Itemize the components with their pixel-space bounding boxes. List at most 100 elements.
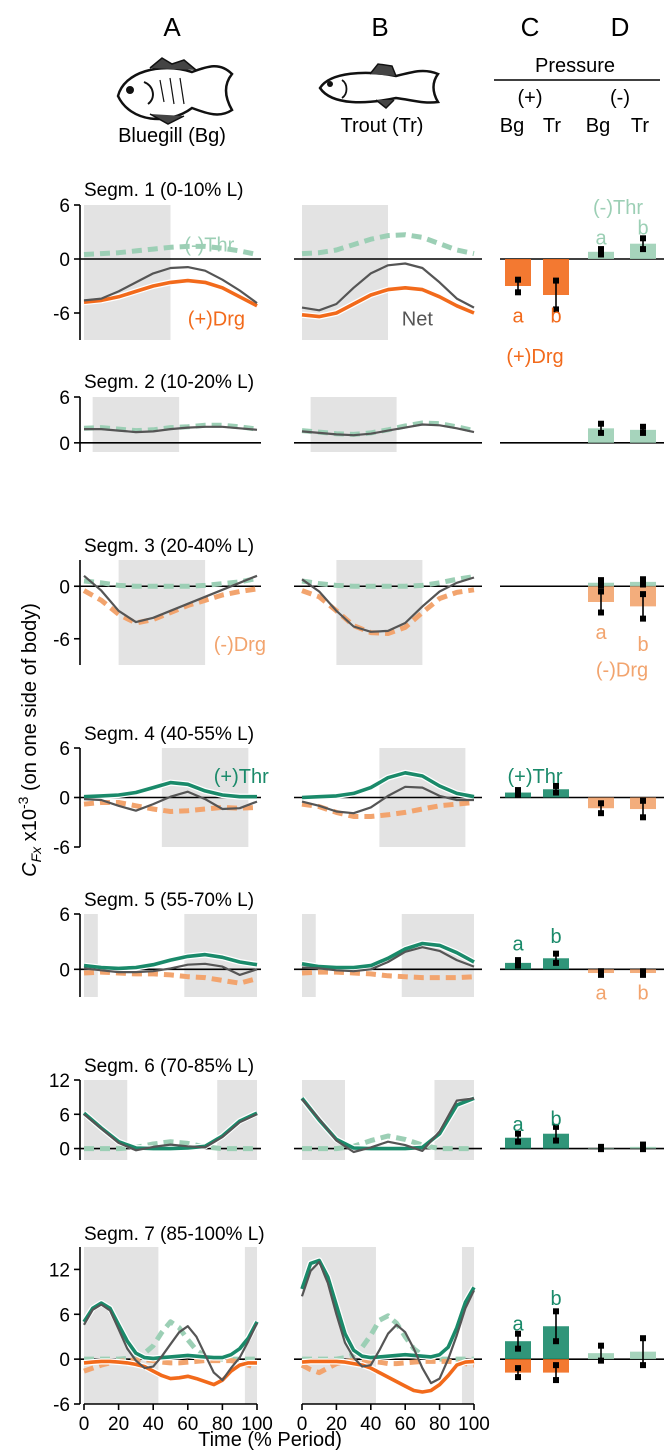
y-tick-label: 6	[59, 1305, 70, 1326]
error-cap	[640, 814, 646, 821]
error-cap	[515, 1130, 521, 1137]
error-cap	[598, 588, 604, 595]
trout-stance-shade	[310, 397, 397, 452]
segment-title: Segm. 3 (20-40% L)	[84, 536, 254, 557]
trout-neg-thrust-line	[302, 1133, 474, 1152]
y-tick-label: 0	[59, 577, 70, 598]
error-cap	[640, 235, 646, 242]
trout-neg-drag-line	[301, 587, 475, 636]
bluegill-net-line	[84, 425, 258, 434]
significance-letter: b	[637, 218, 648, 240]
segment-row-7: Segm. 7 (85-100% L) -6 0 6 12 a b	[49, 1224, 664, 1416]
error-cap	[598, 800, 604, 807]
segment-title: Segm. 7 (85-100% L)	[84, 1224, 265, 1245]
error-cap	[640, 968, 646, 975]
bluegill-icon	[116, 57, 234, 125]
significance-letter: a	[595, 982, 607, 1004]
series-label-neg-thrust: (-)Thr	[184, 235, 234, 257]
trout-net-line	[301, 946, 475, 973]
error-cap	[640, 581, 646, 588]
trout-stance-shade	[461, 1247, 474, 1404]
error-cap	[598, 577, 604, 584]
y-tick-label: 0	[59, 1350, 70, 1371]
trout-pos-drag-line	[301, 1359, 475, 1394]
error-cap	[640, 246, 646, 253]
error-cap	[553, 1123, 559, 1130]
panel-label-b: B	[371, 12, 388, 42]
trout-pos-thrust-line	[301, 770, 475, 800]
series-label-pos-thrust: (+)Thr	[214, 766, 269, 788]
series-label-pos-drag: (+)Drg	[188, 308, 245, 330]
y-tick-label: -6	[53, 304, 70, 325]
error-cap	[598, 420, 604, 427]
trout-net-line	[301, 423, 475, 437]
error-cap	[640, 1146, 646, 1153]
y-axis-label-sub: Fx	[28, 846, 44, 863]
x-tick-label: 80	[429, 1414, 450, 1435]
error-cap	[515, 957, 521, 964]
segment-row-5: Segm. 5 (55-70% L) 0 6 a b a b	[59, 890, 664, 1004]
segment-title: Segm. 2 (10-20% L)	[84, 372, 254, 393]
bluegill-stance-shade	[118, 560, 206, 665]
x-tick-label: 40	[360, 1414, 381, 1435]
bar-label-tr-pos: Tr	[543, 115, 561, 137]
segment-title: Segm. 4 (40-55% L)	[84, 724, 254, 745]
segment-row-2: Segm. 2 (10-20% L) 0 6	[59, 372, 664, 455]
panel-label-a: A	[163, 12, 181, 42]
significance-letter: b	[637, 982, 648, 1004]
y-tick-label: 0	[59, 789, 70, 810]
y-axis-label: CFx x10-3 (on one side of body)	[15, 603, 44, 877]
series-label-pos-drag: (+)Drg	[506, 346, 563, 368]
error-cap	[553, 782, 559, 789]
x-tick-label: 20	[108, 1414, 129, 1435]
trout-pos-thrust-line	[300, 1258, 476, 1360]
significance-letter: b	[637, 634, 648, 656]
bluegill-pos-thrust-line	[83, 780, 257, 799]
y-tick-label: 12	[49, 1071, 70, 1092]
significance-letter: a	[512, 1114, 524, 1136]
bluegill-net-line	[83, 962, 258, 977]
x-tick-label: 100	[241, 1414, 273, 1435]
y-axis-label-exp: -3	[15, 796, 31, 809]
pressure-title: Pressure	[535, 55, 615, 77]
error-cap	[598, 582, 604, 589]
pressure-negative: (-)	[610, 87, 630, 109]
x-tick-label: 0	[297, 1414, 308, 1435]
trout-stance-shade	[302, 914, 316, 997]
series-label-neg-thrust: (-)Thr	[593, 197, 643, 219]
segment-title: Segm. 1 (0-10% L)	[84, 180, 243, 201]
error-cap	[515, 276, 521, 283]
trout-neg-drag-line	[301, 969, 475, 981]
bluegill-neg-drag-line	[82, 586, 258, 626]
bluegill-pos-thrust-line	[83, 952, 258, 971]
x-tick-label: 60	[177, 1414, 198, 1435]
error-cap	[640, 797, 646, 804]
y-tick-label: 0	[59, 1140, 70, 1161]
significance-letter: a	[512, 1313, 524, 1335]
error-cap	[598, 246, 604, 253]
trout-neg-drag-line	[301, 800, 475, 819]
x-tick-label: 80	[212, 1414, 233, 1435]
y-tick-label: 6	[59, 905, 70, 926]
bluegill-net-line	[83, 1113, 258, 1152]
error-cap	[598, 1143, 604, 1150]
y-axis-label-mid: x10	[19, 809, 41, 847]
error-cap	[515, 962, 521, 969]
bluegill-neg-thrust-line	[83, 575, 258, 589]
error-cap	[553, 1137, 559, 1144]
series-label-net: Net	[402, 308, 434, 330]
error-cap	[598, 609, 604, 616]
series-label-neg-drag: (-)Drg	[214, 634, 266, 656]
significance-letter: b	[550, 306, 561, 328]
error-cap	[553, 959, 559, 966]
error-cap	[598, 429, 604, 436]
significance-letter: b	[550, 1108, 561, 1130]
bar-label-bg-pos: Bg	[500, 115, 524, 137]
trout-neg-drag-line	[300, 1358, 475, 1376]
y-tick-label: 0	[59, 960, 70, 981]
pressure-positive: (+)	[518, 87, 543, 109]
error-cap	[553, 306, 559, 313]
error-cap	[598, 810, 604, 817]
